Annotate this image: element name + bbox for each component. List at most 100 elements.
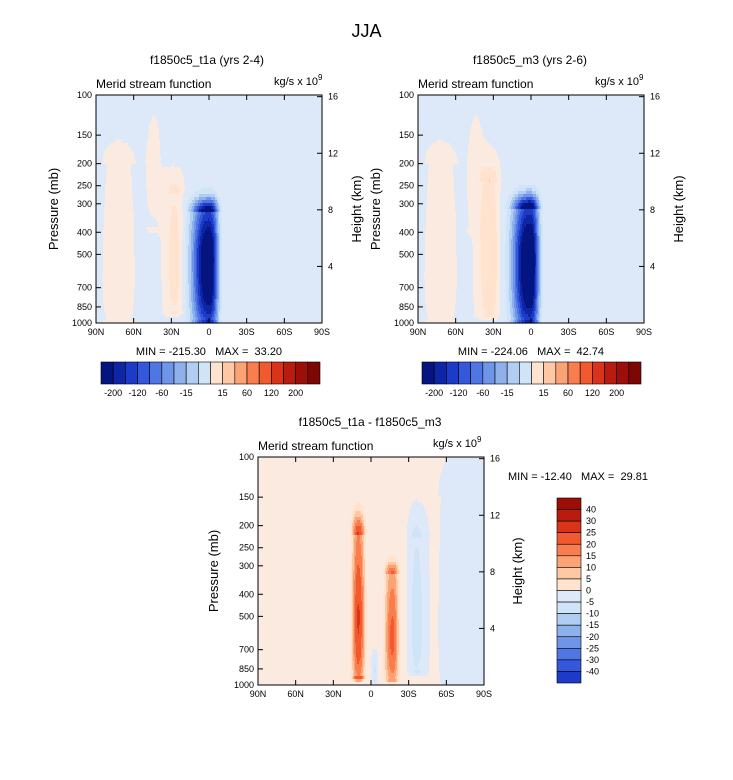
field-cell: [96, 191, 106, 195]
field-cell: [467, 158, 500, 162]
field-cell: [396, 631, 398, 635]
field-cell: [212, 224, 215, 228]
field-cell: [258, 535, 352, 539]
field-cell: [400, 664, 408, 668]
field-cell: [182, 257, 187, 261]
field-cell: [509, 194, 515, 198]
field-cell: [216, 230, 218, 234]
field-cell: [365, 676, 368, 680]
field-cell: [258, 532, 351, 536]
field-cell: [387, 568, 390, 572]
field-cell: [363, 586, 365, 590]
field-cell: [539, 263, 541, 267]
field-cell: [533, 299, 535, 303]
y-tick-label: 500: [77, 249, 92, 259]
field-cell: [398, 586, 401, 590]
field-cell: [385, 643, 387, 647]
field-cell: [516, 230, 518, 234]
field-cell: [216, 239, 218, 243]
field-cell: [387, 598, 390, 602]
field-cell: [214, 269, 216, 273]
field-cell: [209, 218, 214, 222]
field-cell: [258, 631, 351, 635]
field-cell: [378, 670, 384, 674]
field-cell: [537, 317, 539, 321]
field-cell: [521, 299, 525, 303]
field-cell: [516, 278, 519, 282]
field-cell: [385, 568, 388, 572]
field-cell: [186, 311, 191, 315]
colorbar-label: 10: [586, 562, 596, 572]
field-cell: [386, 679, 389, 683]
field-cell: [395, 607, 398, 611]
field-cell: [418, 314, 428, 318]
field-cell: [194, 266, 197, 270]
field-cell: [511, 317, 515, 321]
y-tick-label: 300: [239, 561, 254, 571]
field-cell: [512, 227, 515, 231]
field-cell: [352, 586, 354, 590]
field-cell: [385, 607, 388, 611]
field-cell: [103, 266, 136, 270]
field-cell: [538, 281, 540, 285]
field-cell: [258, 565, 352, 569]
field-cell: [365, 526, 367, 530]
field-cell: [135, 284, 163, 288]
field-cell: [220, 251, 223, 255]
field-cell: [361, 667, 364, 671]
field-cell: [371, 667, 375, 671]
field-cell: [356, 577, 362, 581]
field-cell: [506, 218, 511, 222]
field-cell: [396, 652, 398, 656]
field-cell: [413, 577, 422, 581]
field-cell: [365, 652, 367, 656]
field-cell: [515, 269, 517, 273]
field-cell: [407, 625, 413, 629]
field-cell: [509, 251, 512, 255]
y-tick-label: 200: [399, 159, 414, 169]
field-cell: [183, 230, 187, 234]
field-cell: [413, 655, 422, 659]
field-cell: [220, 245, 223, 249]
field-cell: [128, 143, 148, 147]
field-cell: [258, 460, 446, 464]
field-cell: [439, 553, 485, 557]
field-cell: [540, 272, 542, 276]
field-cell: [191, 293, 194, 297]
field-cell: [536, 272, 538, 276]
field-cell: [518, 254, 520, 258]
field-cell: [159, 137, 323, 141]
field-cell: [96, 182, 107, 186]
field-cell: [387, 592, 391, 596]
field-cell: [421, 655, 430, 659]
field-cell: [213, 284, 215, 288]
field-cell: [179, 260, 183, 264]
field-cell: [359, 532, 363, 536]
field-cell: [220, 290, 223, 294]
field-cell: [505, 269, 510, 273]
field-cell: [352, 640, 354, 644]
field-cell: [353, 628, 355, 632]
y-tick-label: 150: [399, 130, 414, 140]
field-cell: [383, 568, 386, 572]
field-cell: [362, 565, 364, 569]
field-cell: [96, 266, 104, 270]
field-cell: [191, 257, 193, 261]
field-cell: [131, 173, 147, 177]
field-cell: [258, 559, 352, 563]
field-cell: [182, 260, 187, 264]
field-cell: [214, 227, 216, 231]
field-cell: [376, 679, 379, 683]
field-cell: [386, 565, 389, 569]
field-cell: [193, 299, 196, 303]
field-cell: [194, 308, 197, 312]
field-cell: [215, 230, 217, 234]
field-cell: [418, 143, 433, 147]
field-cell: [507, 320, 511, 324]
field-cell: [385, 598, 388, 602]
field-cell: [533, 296, 536, 300]
field-cell: [354, 628, 356, 632]
field-cell: [429, 565, 440, 569]
field-cell: [505, 266, 510, 270]
field-cell: [186, 257, 189, 261]
